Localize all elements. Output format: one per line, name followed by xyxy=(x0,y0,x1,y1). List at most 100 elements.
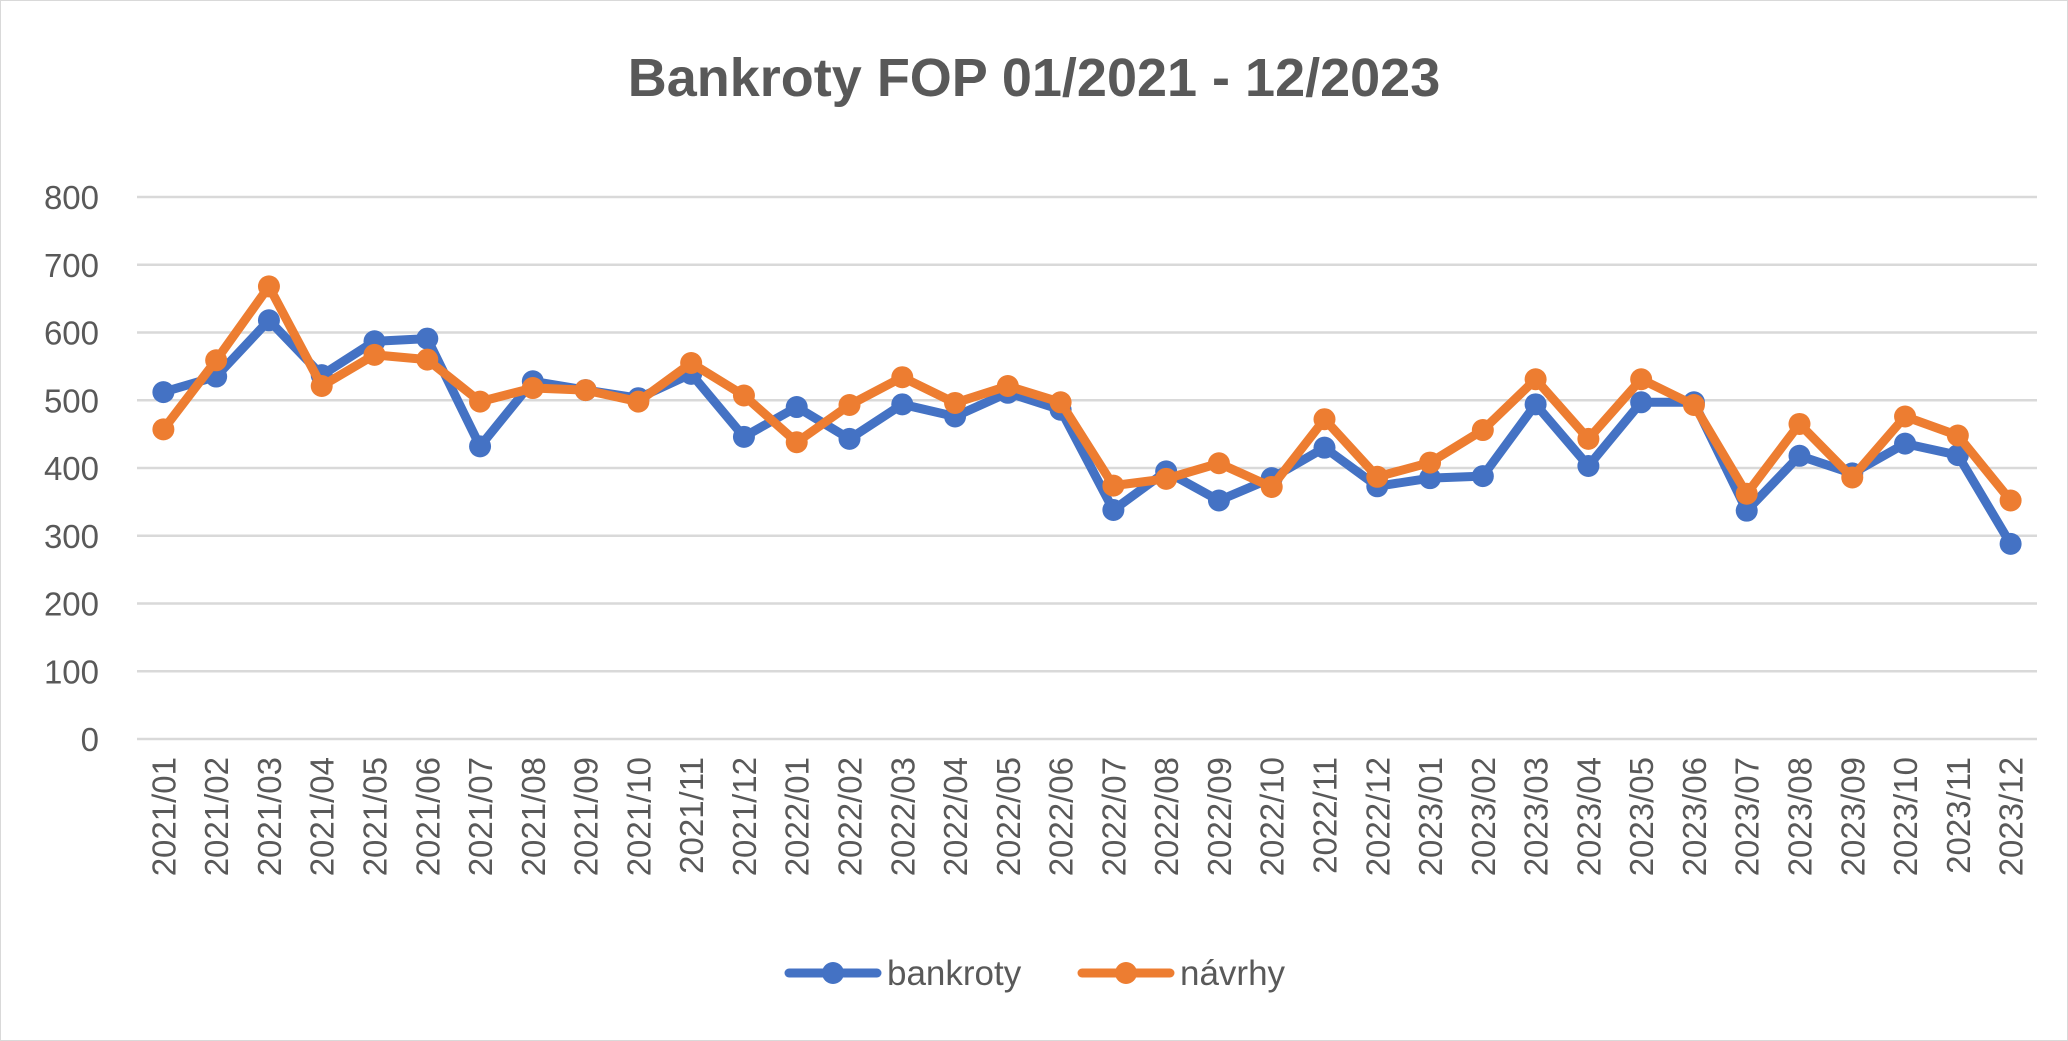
data-point xyxy=(732,425,755,448)
y-axis: 0 100 200 300 400 500 600 700 800 xyxy=(44,179,99,758)
data-point xyxy=(1207,489,1230,512)
x-tick-label: 2022/11 xyxy=(1307,757,1344,874)
series-line xyxy=(158,315,2016,549)
data-point xyxy=(416,348,439,371)
data-point xyxy=(1735,482,1758,505)
x-tick-label: 2021/05 xyxy=(357,757,394,876)
data-point xyxy=(363,343,386,366)
series-bankroty xyxy=(152,309,2022,555)
data-point xyxy=(1471,419,1494,442)
data-point xyxy=(1419,467,1442,490)
x-tick-label: 2022/09 xyxy=(1201,757,1238,876)
x-tick-label: 2023/01 xyxy=(1412,757,1449,876)
data-point xyxy=(785,431,808,454)
legend-marker xyxy=(822,962,844,984)
y-tick-label: 700 xyxy=(44,247,99,284)
x-tick-label: 2023/05 xyxy=(1623,757,1660,876)
data-point xyxy=(1155,467,1178,490)
x-axis: 2021/01 2021/02 2021/03 2021/04 2021/05 2021/… xyxy=(145,757,2029,876)
y-tick-label: 0 xyxy=(81,721,99,758)
data-point xyxy=(257,275,280,298)
legend-item-bankroty: bankroty xyxy=(784,954,1022,993)
data-point xyxy=(1207,452,1230,475)
x-tick-label: 2023/09 xyxy=(1834,757,1871,876)
chart-title: Bankroty FOP 01/2021 - 12/2023 xyxy=(628,48,1440,108)
data-point xyxy=(310,375,333,398)
data-point xyxy=(891,366,914,389)
data-point xyxy=(574,379,597,402)
x-tick-label: 2023/02 xyxy=(1465,757,1502,876)
data-point xyxy=(1894,432,1917,455)
x-tick-label: 2021/08 xyxy=(515,757,552,876)
data-point xyxy=(1735,499,1758,522)
data-point xyxy=(1366,465,1389,488)
y-tick-label: 100 xyxy=(44,653,99,690)
data-point xyxy=(1260,475,1283,498)
series-layer xyxy=(152,275,2022,555)
data-point xyxy=(1524,368,1547,391)
data-point xyxy=(1577,427,1600,450)
data-point xyxy=(469,390,492,413)
data-point xyxy=(785,396,808,419)
legend-item-návrhy: návrhy xyxy=(1077,954,1286,993)
data-point xyxy=(1999,489,2022,512)
x-tick-label: 2023/12 xyxy=(1993,757,2030,876)
data-point xyxy=(1049,391,1072,414)
x-tick-label: 2022/10 xyxy=(1254,757,1291,876)
legend-label: bankroty xyxy=(887,954,1022,993)
series-návrhy xyxy=(152,275,2022,512)
data-point xyxy=(1313,408,1336,431)
x-tick-label: 2022/04 xyxy=(937,757,974,876)
series-line xyxy=(158,281,2016,506)
x-tick-label: 2023/07 xyxy=(1729,757,1766,876)
x-tick-label: 2023/08 xyxy=(1782,757,1819,876)
data-point xyxy=(1313,436,1336,459)
x-tick-label: 2023/10 xyxy=(1887,757,1924,876)
data-point xyxy=(891,393,914,416)
x-tick-label: 2023/03 xyxy=(1518,757,1555,876)
data-point xyxy=(257,309,280,332)
x-tick-label: 2021/02 xyxy=(198,757,235,876)
y-tick-label: 500 xyxy=(44,382,99,419)
x-tick-label: 2021/09 xyxy=(568,757,605,876)
x-tick-label: 2022/12 xyxy=(1359,757,1396,876)
x-tick-label: 2022/08 xyxy=(1148,757,1185,876)
x-tick-label: 2021/06 xyxy=(409,757,446,876)
y-tick-label: 600 xyxy=(44,315,99,352)
x-tick-label: 2023/04 xyxy=(1570,757,1607,876)
x-tick-label: 2022/06 xyxy=(1043,757,1080,876)
data-point xyxy=(838,427,861,450)
data-point xyxy=(1946,444,1969,467)
x-tick-label: 2021/10 xyxy=(620,757,657,876)
data-point xyxy=(732,384,755,407)
data-point xyxy=(521,377,544,400)
x-tick-label: 2022/01 xyxy=(779,757,816,876)
y-tick-label: 800 xyxy=(44,179,99,216)
x-tick-label: 2021/03 xyxy=(251,757,288,876)
data-point xyxy=(1894,405,1917,428)
data-point xyxy=(996,375,1019,398)
data-point xyxy=(1630,391,1653,414)
x-tick-label: 2021/07 xyxy=(462,757,499,876)
x-tick-label: 2023/11 xyxy=(1940,757,1977,874)
x-tick-label: 2023/06 xyxy=(1676,757,1713,876)
data-point xyxy=(1946,424,1969,447)
legend-label: návrhy xyxy=(1180,954,1286,993)
data-point xyxy=(152,381,175,404)
data-point xyxy=(416,327,439,350)
x-tick-label: 2021/01 xyxy=(145,757,182,876)
data-point xyxy=(1682,393,1705,416)
data-point xyxy=(1788,444,1811,467)
x-tick-label: 2021/04 xyxy=(304,757,341,876)
data-point xyxy=(838,393,861,416)
x-tick-label: 2022/05 xyxy=(990,757,1027,876)
data-point xyxy=(152,418,175,441)
x-tick-label: 2021/11 xyxy=(673,757,710,874)
gridlines xyxy=(137,195,2037,741)
data-point xyxy=(1102,474,1125,497)
data-point xyxy=(1788,412,1811,435)
data-point xyxy=(469,435,492,458)
data-point xyxy=(1999,532,2022,555)
